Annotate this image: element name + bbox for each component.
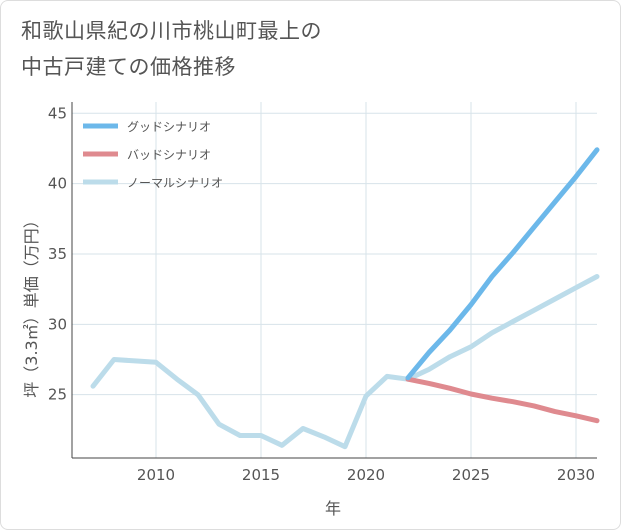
series-line-bad	[405, 376, 600, 424]
x-tick-label: 2030	[557, 466, 595, 484]
y-tick-label: 30	[48, 315, 67, 333]
series-line-good	[405, 147, 600, 381]
chart-title-line-1: 和歌山県紀の川市桃山町最上の	[21, 19, 322, 43]
y-axis-label: 坪（3.3㎡）単価（万円）	[22, 212, 41, 397]
chart-title-line-2: 中古戸建ての価格推移	[21, 55, 236, 79]
chart-title: 和歌山県紀の川市桃山町最上の 中古戸建ての価格推移	[21, 13, 581, 85]
x-tick-label: 2020	[347, 466, 385, 484]
legend-label-good: グッドシナリオ	[127, 120, 211, 134]
axes	[71, 102, 597, 459]
y-tick-label: 40	[48, 175, 67, 193]
legend-label-bad: バッドシナリオ	[127, 148, 211, 162]
x-tick-label: 2015	[242, 466, 280, 484]
y-tick-label: 45	[48, 104, 67, 122]
legend-label-normal: ノーマルシナリオ	[127, 176, 223, 190]
y-tick-label: 35	[48, 245, 67, 263]
series-lines	[90, 147, 600, 450]
x-axis-label: 年	[325, 499, 341, 518]
series-line-normal	[90, 274, 600, 450]
x-tick-label: 2025	[452, 466, 490, 484]
tick-labels: 2010 2015 2020 2025 2030 25 30 35 40 45	[48, 104, 595, 484]
y-tick-label: 25	[48, 386, 67, 404]
x-tick-label: 2010	[137, 466, 175, 484]
